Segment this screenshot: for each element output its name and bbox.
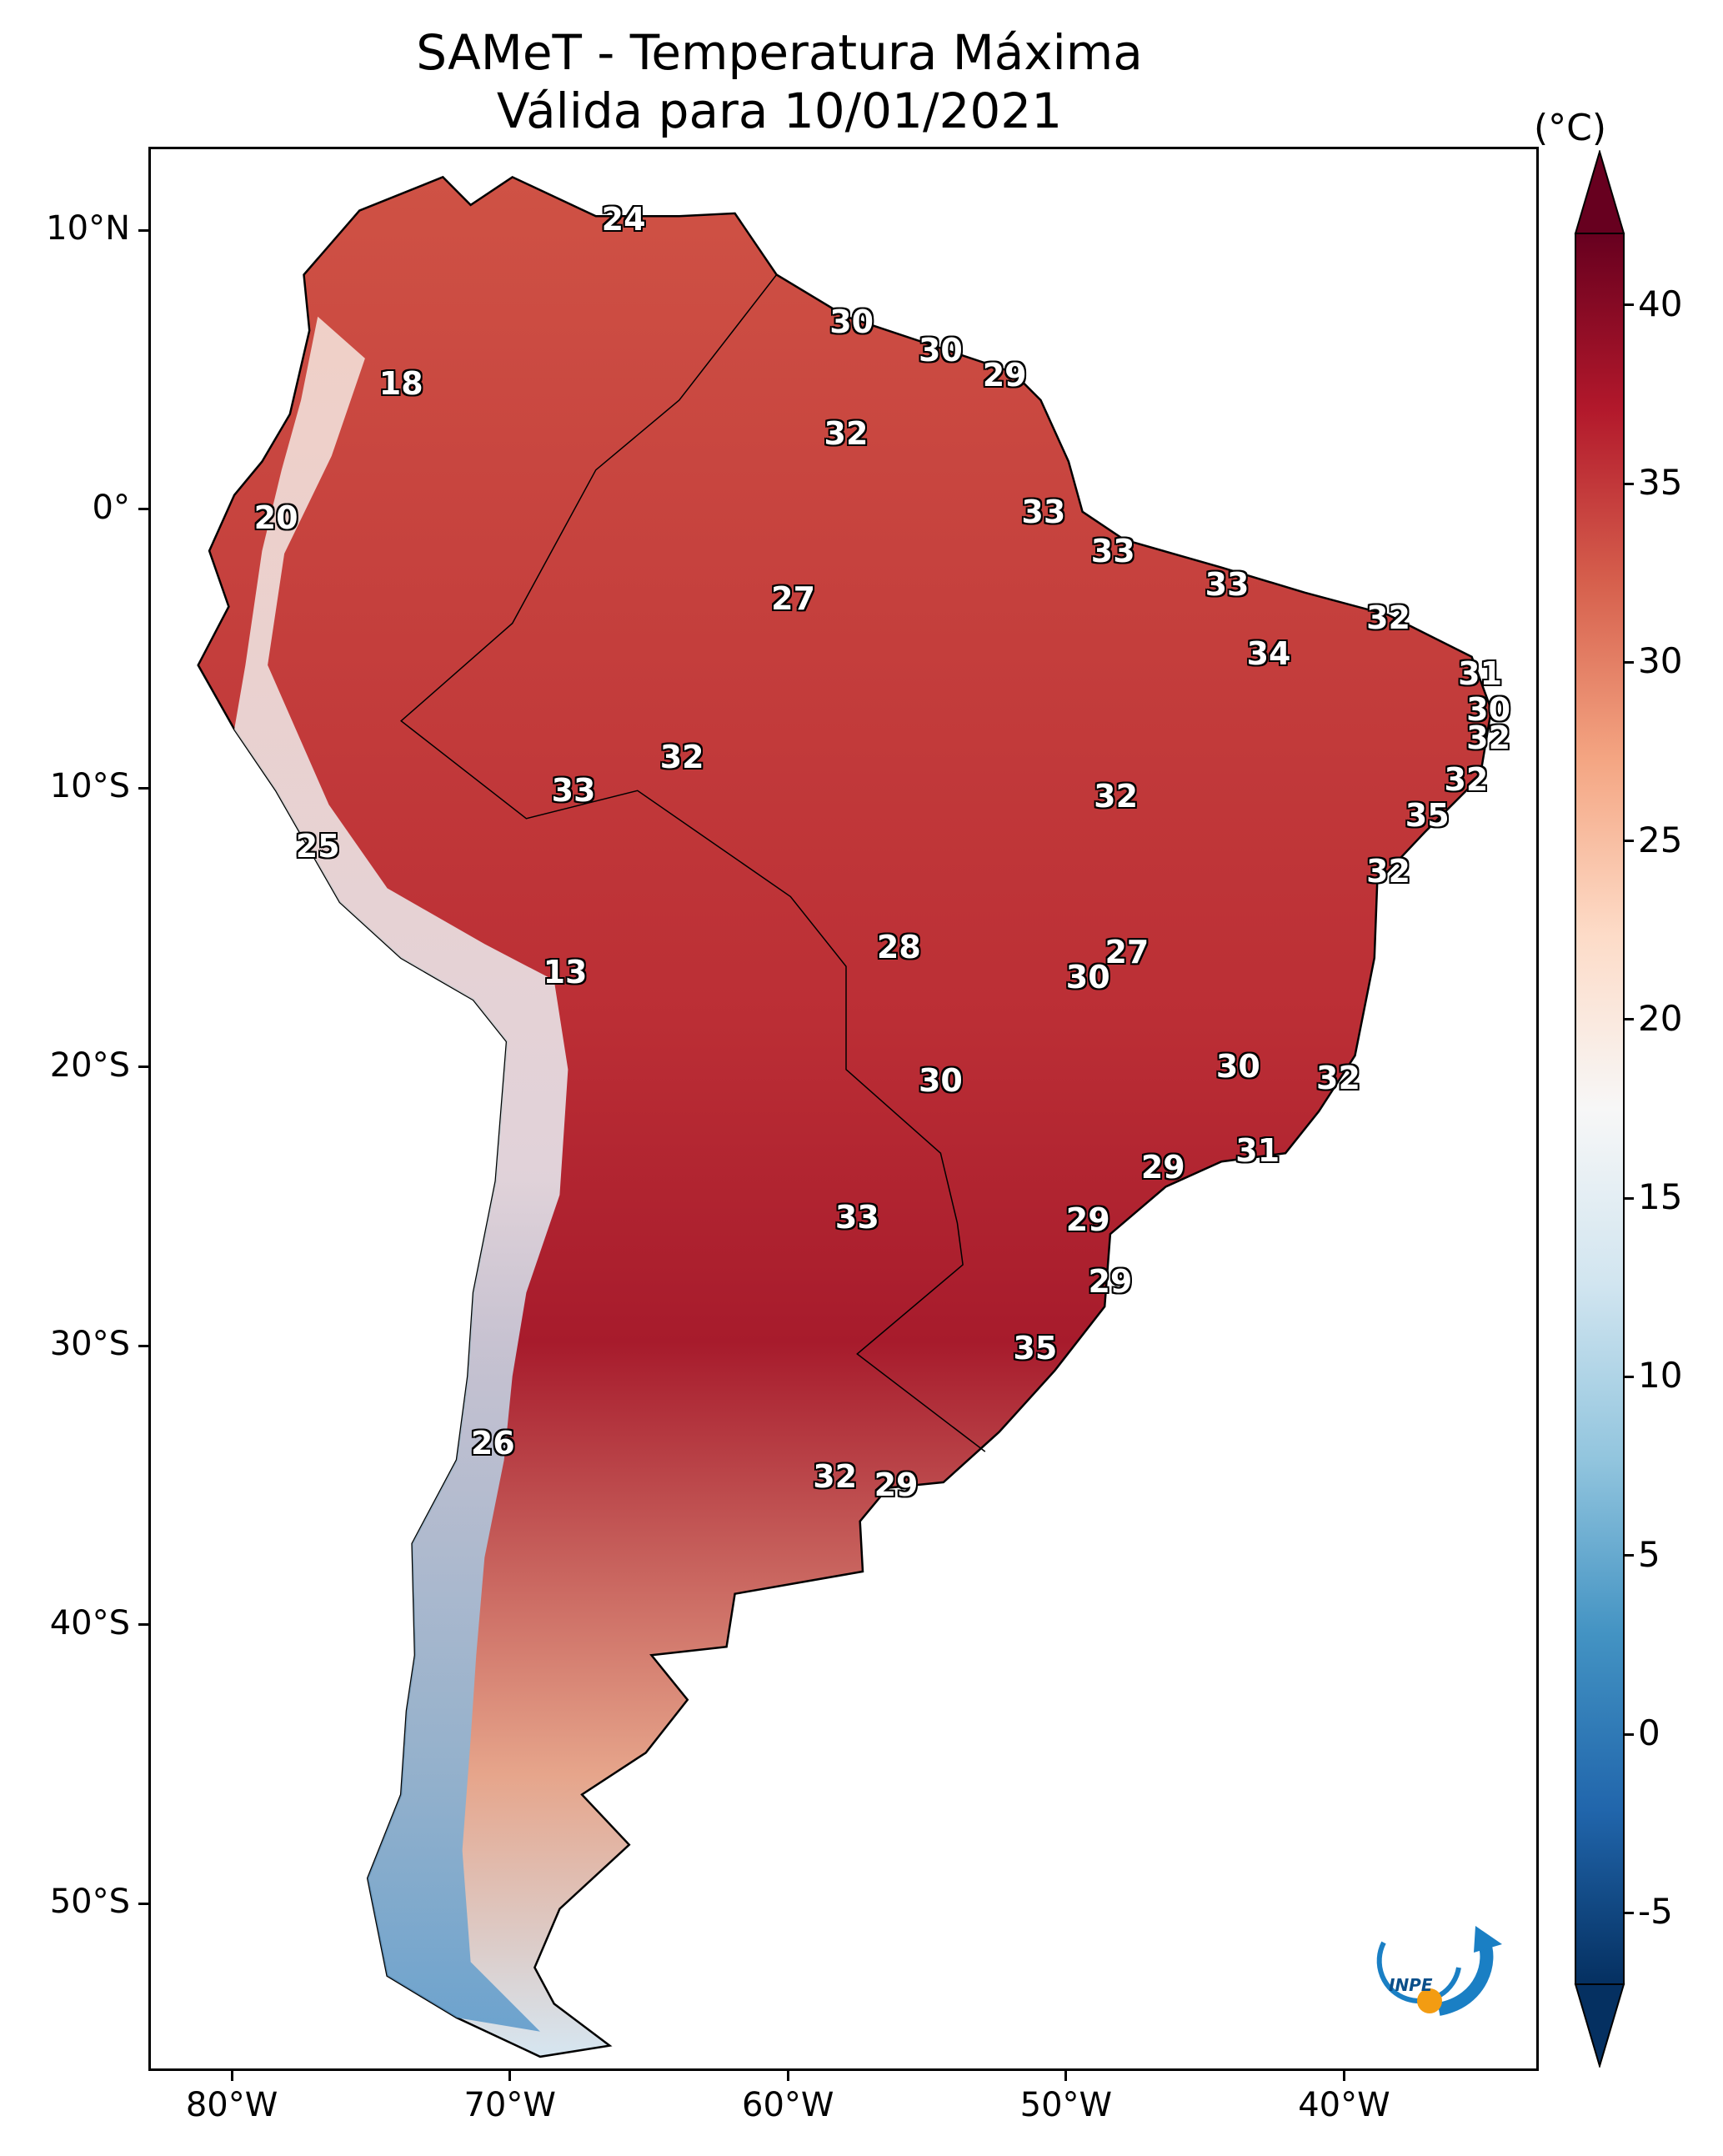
station-value-label: 30 [1215,1048,1260,1086]
station-value-label: 25 [295,828,340,865]
station-value-label: 28 [876,928,921,965]
y-tick-label: 30°S [49,1325,130,1364]
y-tick-label: 50°S [49,1883,130,1922]
colorbar-tick-label: 35 [1638,462,1683,503]
station-value-label: 35 [1405,797,1450,835]
colorbar-tick-label: 40 [1638,283,1683,324]
x-tick-label: 40°W [1298,2086,1390,2124]
colorbar-tick-label: 25 [1638,819,1683,860]
station-value-label: 34 [1246,635,1291,673]
colorbar-gradient [1575,233,1625,1985]
colorbar-tick-label: 30 [1638,640,1683,682]
x-tick-label: 80°W [185,2086,278,2124]
x-tick-mark [786,2071,789,2081]
colorbar-tick-mark [1624,1732,1634,1736]
station-value-label: 31 [1458,654,1503,692]
station-value-label: 32 [1366,853,1410,890]
station-value-label: 30 [829,303,874,341]
x-tick-label: 60°W [742,2086,834,2124]
colorbar-tick-mark [1624,1196,1634,1200]
y-tick-mark [138,228,148,232]
colorbar-tick-mark [1624,1018,1634,1021]
station-value-label: 18 [378,364,423,402]
x-tick-label: 50°W [1019,2086,1113,2124]
y-tick-label: 0° [92,488,130,527]
x-tick-mark [508,2071,512,2081]
colorbar-tick-mark [1624,1911,1634,1914]
station-value-label: 30 [918,1062,963,1100]
station-value-label: 32 [1316,1059,1360,1096]
station-value-label: 32 [1444,760,1489,798]
y-tick-mark [138,1065,148,1069]
station-value-label: 32 [813,1458,858,1496]
colorbar-tick-mark [1624,482,1634,485]
colorbar-tick-mark [1624,840,1634,843]
logo-text: INPE [1389,1975,1433,1995]
colorbar-tick-label: 0 [1638,1712,1660,1753]
station-value-label: 35 [1013,1330,1058,1367]
station-value-label: 27 [771,579,816,617]
x-tick-mark [1064,2071,1068,2081]
colorbar-tick-mark [1624,1375,1634,1378]
south-america-landmass [197,175,1493,2058]
station-value-label: 30 [1466,691,1511,729]
colorbar-tick-label: 10 [1638,1355,1683,1396]
colorbar-max-extend [1574,150,1625,234]
colorbar-tick-label: 5 [1638,1533,1660,1575]
x-tick-label: 70°W [463,2086,556,2124]
station-value-label: 26 [470,1425,515,1462]
inpe-logo: INPE [1376,1926,1502,2016]
station-value-label: 27 [1104,934,1150,971]
map-canvas [197,175,1493,2058]
colorbar-tick-mark [1624,303,1634,307]
y-tick-label: 20°S [49,1045,130,1085]
colorbar [1574,150,1625,2068]
station-value-label: 32 [1094,778,1139,815]
y-tick-mark [138,508,148,511]
station-value-label: 30 [1065,959,1110,996]
station-value-label: 30 [918,331,963,369]
x-tick-mark [230,2071,233,2081]
station-value-label: 29 [874,1467,919,1504]
station-value-label: 33 [1090,532,1135,569]
station-value-label: 33 [834,1199,879,1236]
station-value-label: 33 [551,772,596,810]
colorbar-tick-mark [1624,660,1634,664]
station-value-label: 29 [1140,1148,1185,1186]
map-panel: 24 18 20 30 30 29 32 33 33 33 32 27 34 31 30 32 32 35 32 33… [148,147,1539,2071]
station-value-label: 32 [659,739,704,776]
x-tick-mark [1342,2071,1345,2081]
station-value-label: 29 [982,356,1027,394]
andes-cold-region [234,316,568,2032]
station-value-label: 20 [253,499,298,536]
y-tick-mark [138,1902,148,1905]
station-value-label: 33 [1205,565,1250,603]
station-value-label: 31 [1235,1131,1280,1169]
station-value-label: 32 [1466,719,1511,756]
station-value-label: 29 [1065,1201,1110,1239]
y-tick-label: 10°S [49,767,130,806]
colorbar-tick-label: 15 [1638,1176,1683,1218]
map-subtitle: Válida para 10/01/2021 [496,83,1063,139]
colorbar-tick-label: 20 [1638,997,1683,1039]
y-tick-mark [138,786,148,790]
colorbar-unit: (°C) [1534,107,1607,149]
country-border [400,274,986,1452]
station-value-label: 33 [1021,493,1066,530]
station-value-label: 32 [1366,599,1410,636]
y-tick-mark [138,1344,148,1347]
map-title: SAMeT - Temperatura Máxima [416,24,1143,81]
station-value-label: 24 [601,200,646,238]
station-value-label: 13 [543,953,588,990]
colorbar-tick-mark [1624,1554,1634,1557]
colorbar-tick-label: -5 [1638,1891,1673,1933]
station-value-label: 32 [824,415,869,453]
colorbar-min-extend [1574,1983,1625,2068]
y-tick-mark [138,1623,148,1627]
y-tick-label: 40°S [49,1603,130,1642]
y-tick-label: 10°N [46,209,130,248]
station-value-label: 29 [1088,1263,1133,1301]
